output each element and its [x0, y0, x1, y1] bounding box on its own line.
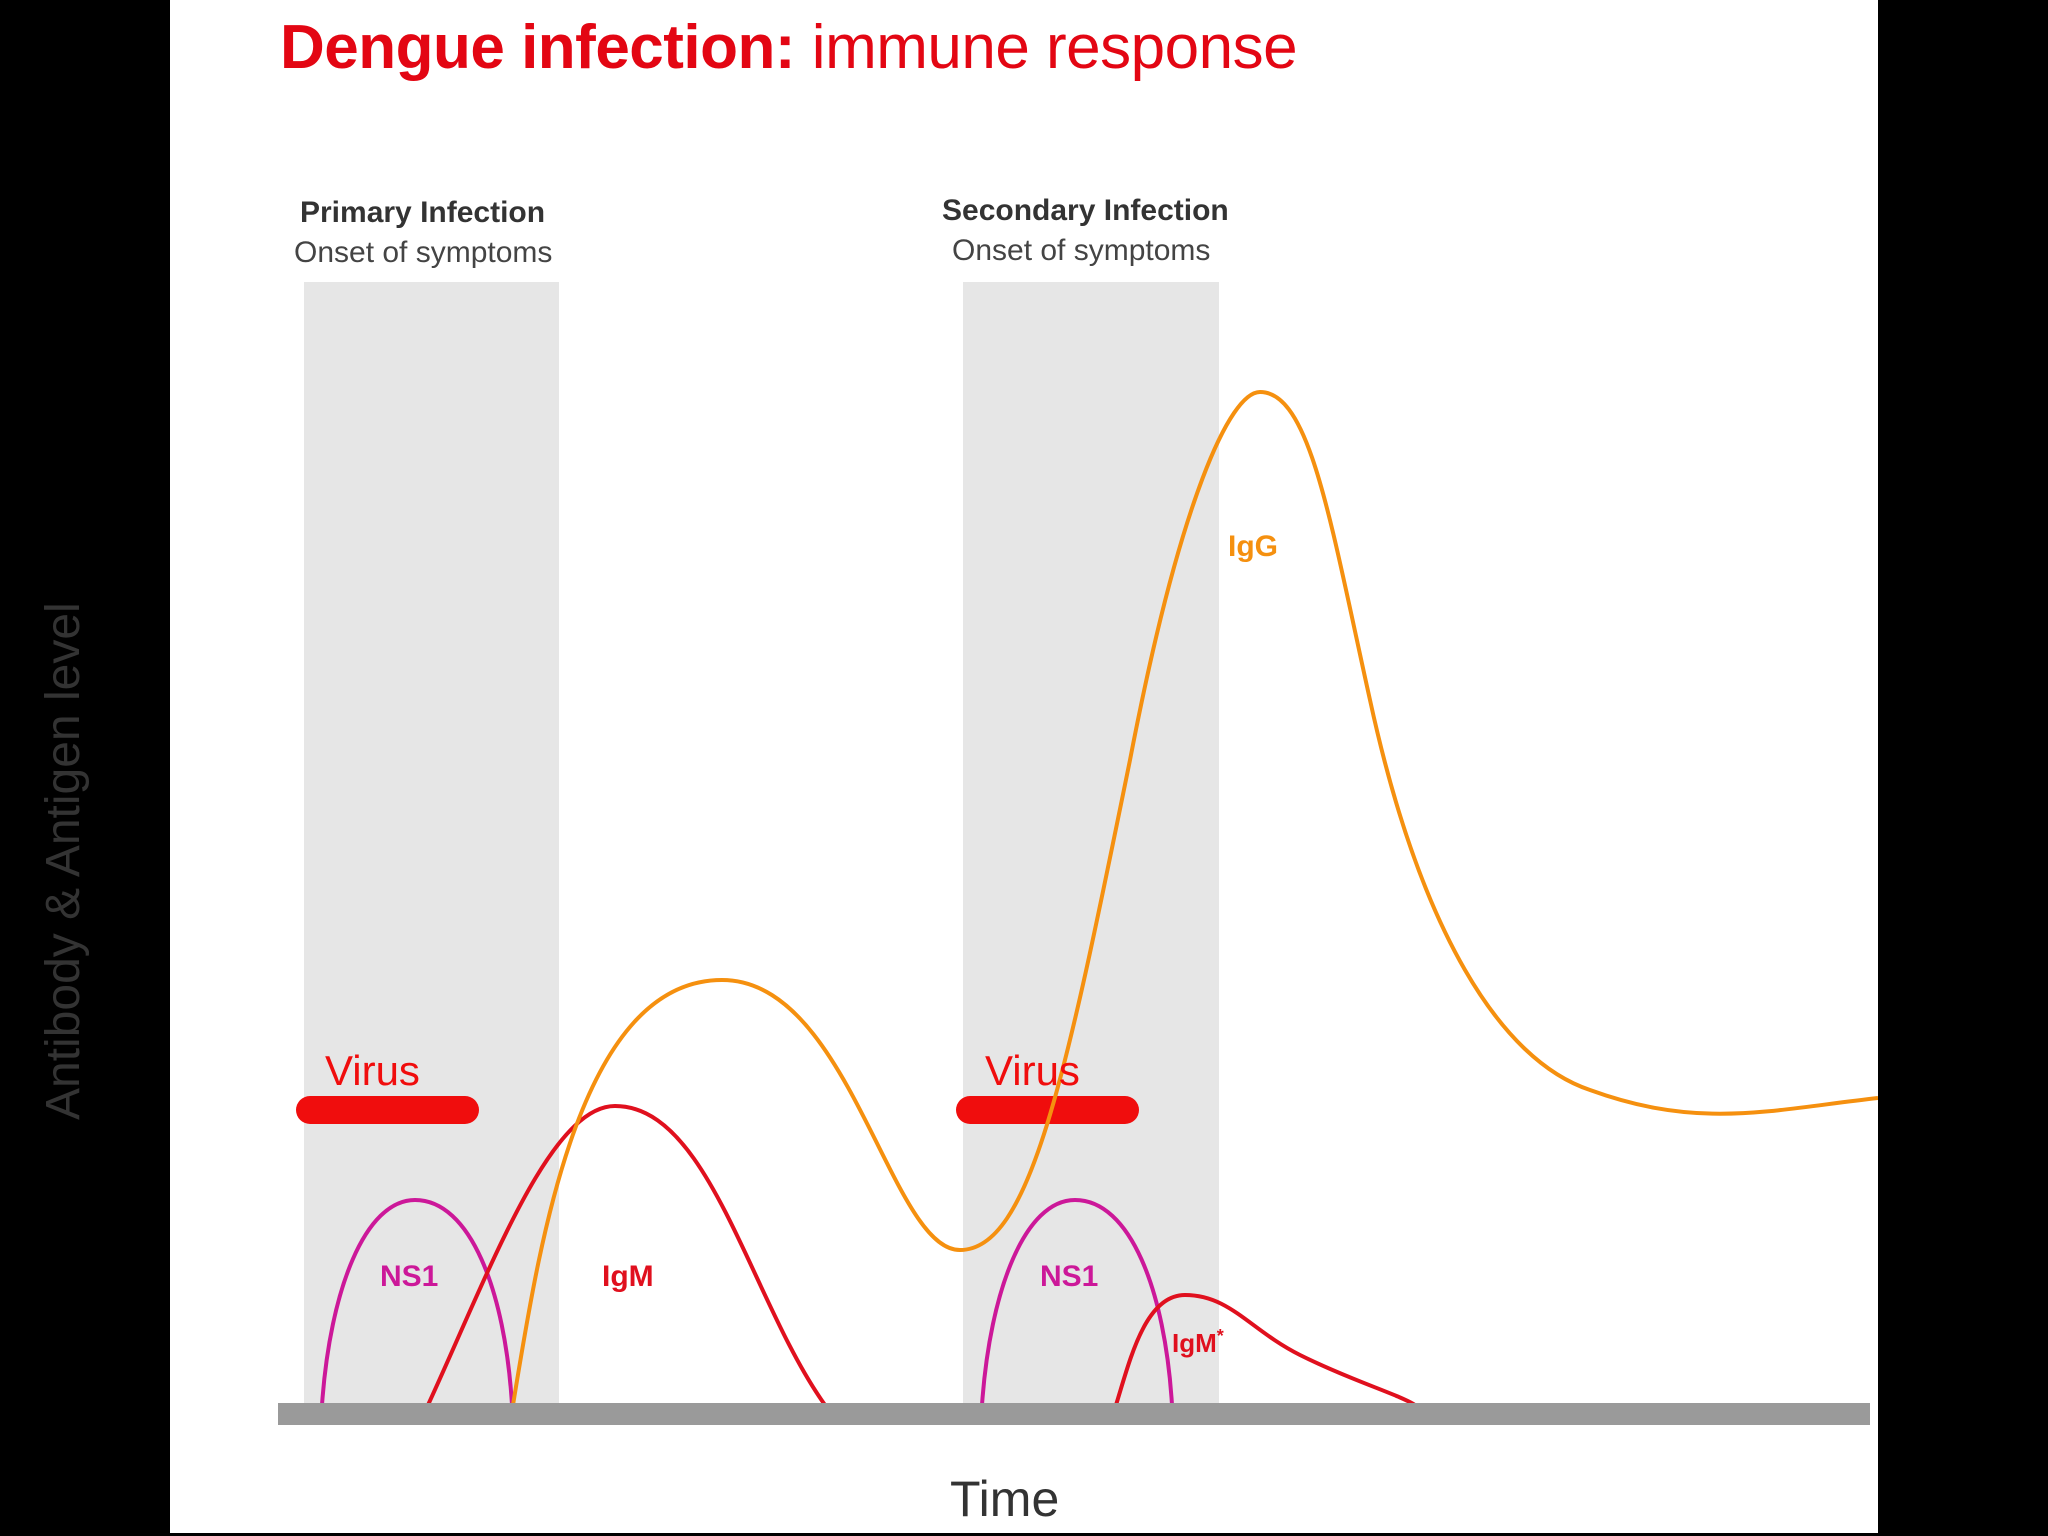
ns1-label-primary: NS1 — [380, 1260, 438, 1293]
igg-curve — [511, 389, 1878, 1406]
virus-label-secondary: Virus — [985, 1047, 1080, 1094]
igm-label-primary: IgM — [602, 1260, 654, 1293]
igg-label: IgG — [1228, 530, 1278, 563]
secondary-infection-title: Secondary Infection — [942, 194, 1229, 227]
igm-label-secondary-superscript: * — [1217, 1326, 1224, 1346]
chart-title-light: immune response — [795, 13, 1298, 82]
secondary-symptom-window — [963, 282, 1219, 1410]
chart-canvas: Virus Virus NS1 NS1 IgM IgM* IgG — [278, 282, 1878, 1425]
y-axis-label: Antibody & Antigen level — [37, 602, 90, 1120]
time-axis-baseline — [278, 1403, 1870, 1425]
secondary-onset-label: Onset of symptoms — [952, 234, 1211, 267]
igm-curve-secondary — [1114, 1292, 1417, 1407]
chart-title: Dengue infection: immune response — [280, 12, 1298, 84]
primary-infection-title: Primary Infection — [300, 196, 546, 229]
ns1-curve-primary — [320, 1197, 514, 1406]
ns1-label-secondary: NS1 — [1040, 1260, 1098, 1293]
chart-title-bold: Dengue infection: — [280, 13, 796, 82]
primary-onset-label: Onset of symptoms — [294, 236, 553, 269]
virus-label-primary: Virus — [325, 1047, 420, 1094]
igm-label-secondary: IgM* — [1172, 1326, 1224, 1358]
igm-curve-primary — [426, 1103, 827, 1407]
chart-panel: Virus Virus NS1 NS1 IgM IgM* IgG Dengue … — [170, 0, 1878, 1533]
primary-symptom-window — [304, 282, 559, 1410]
x-axis-label: Time — [950, 1471, 1060, 1527]
igm-label-secondary-text: IgM — [1172, 1328, 1217, 1358]
